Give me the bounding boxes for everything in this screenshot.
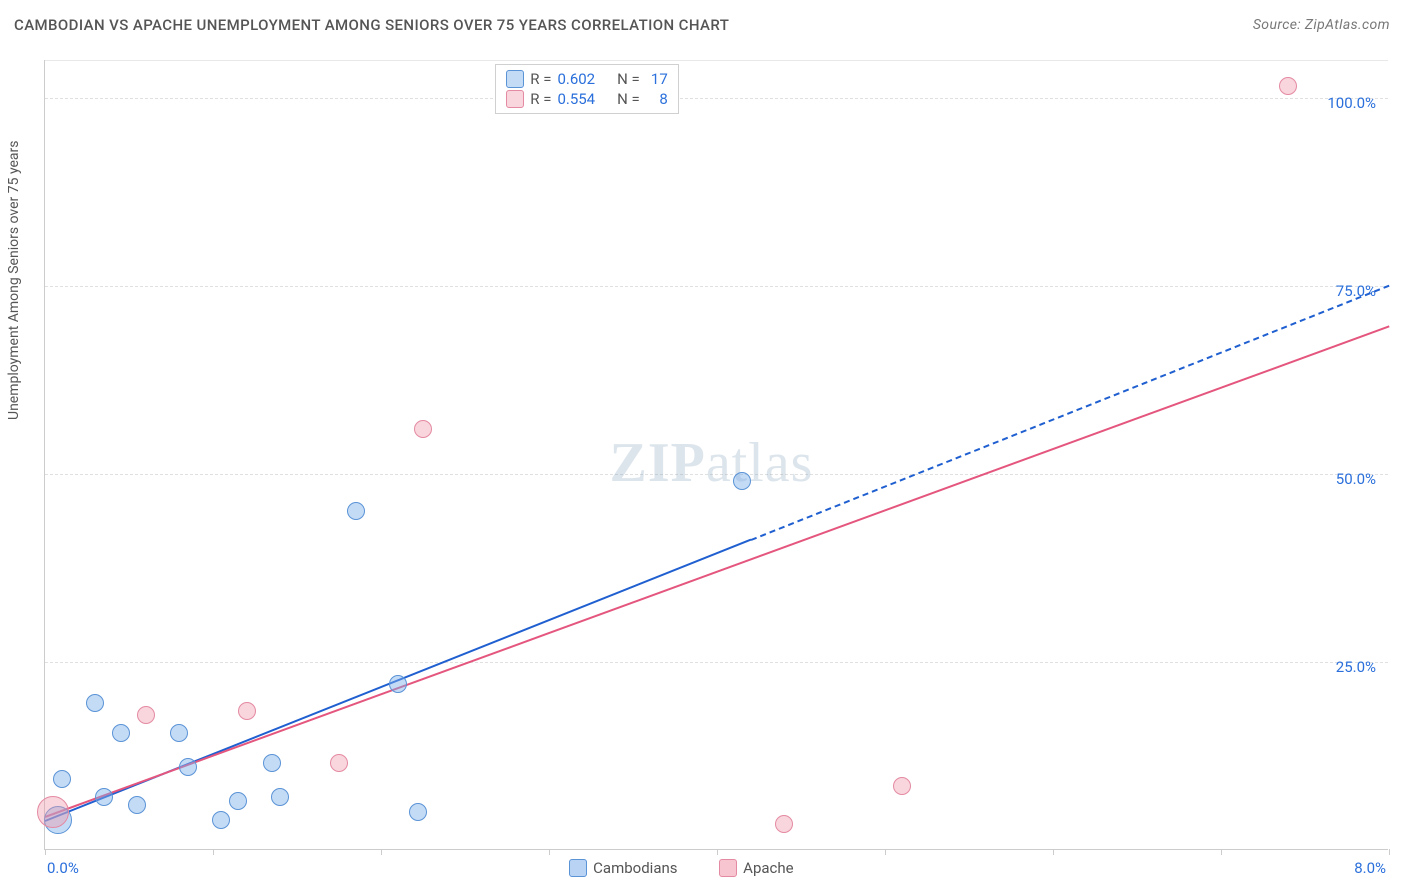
data-marker: [347, 502, 365, 520]
data-marker: [212, 811, 230, 829]
legend-swatch: [506, 90, 524, 108]
header-bar: CAMBODIAN VS APACHE UNEMPLOYMENT AMONG S…: [14, 16, 1390, 34]
data-marker: [86, 694, 104, 712]
x-tick: [717, 849, 718, 855]
data-marker: [229, 792, 247, 810]
x-tick-label: 8.0%: [1354, 859, 1386, 877]
stat-n-value: 8: [646, 90, 668, 108]
gridline-h: [45, 474, 1388, 475]
plot-top-border: [45, 60, 1388, 61]
data-marker: [330, 754, 348, 772]
data-marker: [1279, 77, 1297, 95]
x-tick: [1389, 849, 1390, 855]
gridline-h: [45, 662, 1388, 663]
stat-r-label: R =: [530, 70, 551, 88]
data-marker: [37, 796, 69, 828]
stat-legend-row: R = 0.554 N = 8: [506, 89, 668, 109]
x-tick: [381, 849, 382, 855]
data-marker: [238, 702, 256, 720]
data-marker: [389, 675, 407, 693]
data-marker: [53, 770, 71, 788]
data-marker: [137, 706, 155, 724]
data-marker: [112, 724, 130, 742]
data-marker: [95, 788, 113, 806]
data-marker: [775, 815, 793, 833]
stat-n-value: 17: [646, 70, 668, 88]
y-tick-label: 100.0%: [1327, 94, 1376, 112]
legend-swatch: [719, 859, 737, 877]
gridline-h: [45, 286, 1388, 287]
x-tick: [1221, 849, 1222, 855]
x-tick: [213, 849, 214, 855]
x-tick: [885, 849, 886, 855]
stat-r-label: R =: [530, 90, 551, 108]
data-marker: [893, 777, 911, 795]
legend-label: Cambodians: [593, 859, 677, 877]
bottom-legend-item: Apache: [719, 859, 793, 877]
plot-area: 25.0%50.0%75.0%100.0%0.0%8.0%ZIPatlasR =…: [44, 60, 1388, 850]
stat-n-label: N =: [617, 70, 640, 88]
stat-r-value: 0.554: [557, 90, 595, 108]
y-axis-label: Unemployment Among Seniors over 75 years: [6, 141, 22, 421]
stat-legend-row: R = 0.602 N = 17: [506, 69, 668, 89]
stat-n-label: N =: [617, 90, 640, 108]
legend-swatch: [506, 70, 524, 88]
regression-line-solid: [45, 326, 1390, 818]
bottom-legend-item: Cambodians: [569, 859, 677, 877]
y-tick-label: 50.0%: [1336, 470, 1376, 488]
data-marker: [409, 803, 427, 821]
x-tick-label: 0.0%: [47, 859, 79, 877]
data-marker: [128, 796, 146, 814]
gridline-h: [45, 98, 1388, 99]
y-tick-label: 25.0%: [1336, 658, 1376, 676]
data-marker: [179, 758, 197, 776]
data-marker: [414, 420, 432, 438]
stat-r-value: 0.602: [557, 70, 595, 88]
data-marker: [263, 754, 281, 772]
x-tick: [549, 849, 550, 855]
x-tick: [45, 849, 46, 855]
regression-line-dashed: [750, 284, 1389, 540]
legend-label: Apache: [743, 859, 793, 877]
source-label: Source: ZipAtlas.com: [1253, 17, 1390, 33]
data-marker: [170, 724, 188, 742]
data-marker: [733, 472, 751, 490]
stat-legend: R = 0.602 N = 17 R = 0.554 N = 8: [495, 64, 679, 114]
chart-title: CAMBODIAN VS APACHE UNEMPLOYMENT AMONG S…: [14, 16, 729, 34]
watermark: ZIPatlas: [609, 431, 813, 495]
x-tick: [1053, 849, 1054, 855]
legend-swatch: [569, 859, 587, 877]
data-marker: [271, 788, 289, 806]
